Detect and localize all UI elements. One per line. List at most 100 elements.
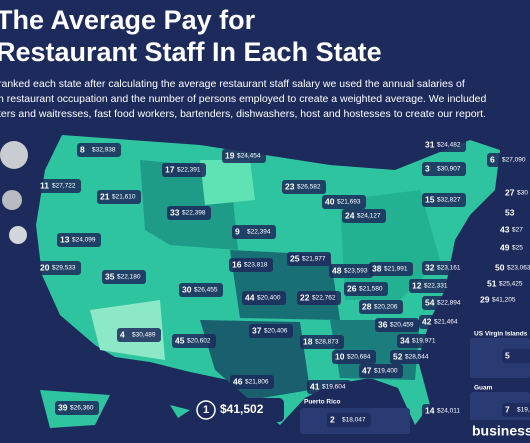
pay: $41,502 <box>220 402 264 416</box>
pay: $21,977 <box>302 256 326 263</box>
rank: 39 <box>58 402 68 412</box>
pay: $27 <box>512 227 523 234</box>
label-box <box>492 261 530 275</box>
rank: 36 <box>378 319 388 329</box>
label-box <box>342 209 386 223</box>
pay: $19,604 <box>322 384 346 391</box>
label-box <box>502 403 530 417</box>
pay: $20,459 <box>390 322 414 329</box>
rank: 29 <box>480 294 490 304</box>
pay: $20,684 <box>347 354 371 361</box>
rank: 17 <box>165 164 175 174</box>
description-line: ranked each state after calculating the … <box>0 78 465 90</box>
rank: 22 <box>300 292 310 302</box>
rank: 28 <box>362 301 372 311</box>
label-box <box>422 296 466 310</box>
pay: $25,425 <box>499 281 523 288</box>
pay: $22,398 <box>182 210 206 217</box>
highlight-ring <box>196 400 216 420</box>
label-box <box>497 241 530 255</box>
pay: $24,011 <box>437 408 460 415</box>
rank: 20 <box>40 262 50 272</box>
rank: 6 <box>490 154 495 164</box>
label-box <box>397 334 441 348</box>
title-line: Restaurant Staff In Each State <box>0 37 382 67</box>
pay: $27,722 <box>52 183 76 190</box>
pay: $20,406 <box>264 328 288 335</box>
pay: $19,971 <box>412 338 436 345</box>
label-box <box>487 153 530 167</box>
rank: 16 <box>232 259 242 269</box>
brand-box <box>460 420 530 443</box>
rank: 33 <box>170 207 180 217</box>
label-box <box>359 364 403 378</box>
label-box <box>422 193 466 207</box>
label-box <box>502 349 530 363</box>
label-box <box>249 324 293 338</box>
highlight-box <box>192 398 284 422</box>
label-box <box>502 186 530 200</box>
rank: 40 <box>325 196 335 206</box>
pay: $30,489 <box>132 332 156 339</box>
rank: 9 <box>235 226 240 236</box>
label-box <box>344 282 388 296</box>
pay: $22,331 <box>424 283 448 290</box>
label-box <box>232 225 276 239</box>
rank: 25 <box>290 253 300 263</box>
pay: $23,818 <box>244 262 268 269</box>
pay: $22,894 <box>437 300 461 307</box>
pay: $24,454 <box>237 153 261 160</box>
label-box <box>422 162 466 176</box>
pay: $24,482 <box>437 142 461 149</box>
label-box <box>307 380 351 394</box>
rank: 15 <box>425 194 435 204</box>
pay: $21,464 <box>434 319 458 326</box>
label-box <box>502 206 530 220</box>
label-box <box>300 335 344 349</box>
rank: 1 <box>203 404 209 416</box>
rank: 47 <box>362 365 372 375</box>
label-box <box>222 149 266 163</box>
rank: 18 <box>303 336 313 346</box>
label-box <box>477 293 521 307</box>
pay: $22,180 <box>117 274 141 281</box>
inset-name: Puerto Rico <box>304 399 341 406</box>
label-box <box>179 283 223 297</box>
label-box <box>297 291 341 305</box>
label-box <box>390 350 434 364</box>
rank: 27 <box>505 187 515 197</box>
pay: $19, <box>517 407 530 414</box>
label-box <box>229 258 273 272</box>
label-box <box>57 233 101 247</box>
pay: $28,544 <box>405 354 429 361</box>
label-box <box>282 180 326 194</box>
pay: $27,090 <box>502 157 526 164</box>
rank: 8 <box>80 144 85 154</box>
label-box <box>242 291 286 305</box>
rank: 13 <box>60 234 70 244</box>
pay: $20,206 <box>374 304 398 311</box>
label-box <box>422 261 466 275</box>
pay: $21,610 <box>112 194 136 201</box>
pay: $32,827 <box>437 197 461 204</box>
label-box <box>37 261 81 275</box>
label-box <box>329 264 373 278</box>
rank: 21 <box>100 191 110 201</box>
coins <box>0 141 28 244</box>
rank: 5 <box>505 350 510 360</box>
inset-name: US Virgin Islands <box>474 331 528 338</box>
rank: 35 <box>105 271 115 281</box>
pay: $21,693 <box>337 199 361 206</box>
label-box <box>172 334 216 348</box>
pay: $24,099 <box>72 237 96 244</box>
description-line: ters and waitresses, fast food workers, … <box>0 108 486 120</box>
rank: 41 <box>310 381 320 391</box>
label-box <box>37 179 81 193</box>
label-box <box>117 328 161 342</box>
label-box <box>422 138 466 152</box>
rank: 19 <box>225 150 235 160</box>
rank: 54 <box>425 297 435 307</box>
pay: $28,873 <box>315 339 339 346</box>
rank: 48 <box>332 265 342 275</box>
